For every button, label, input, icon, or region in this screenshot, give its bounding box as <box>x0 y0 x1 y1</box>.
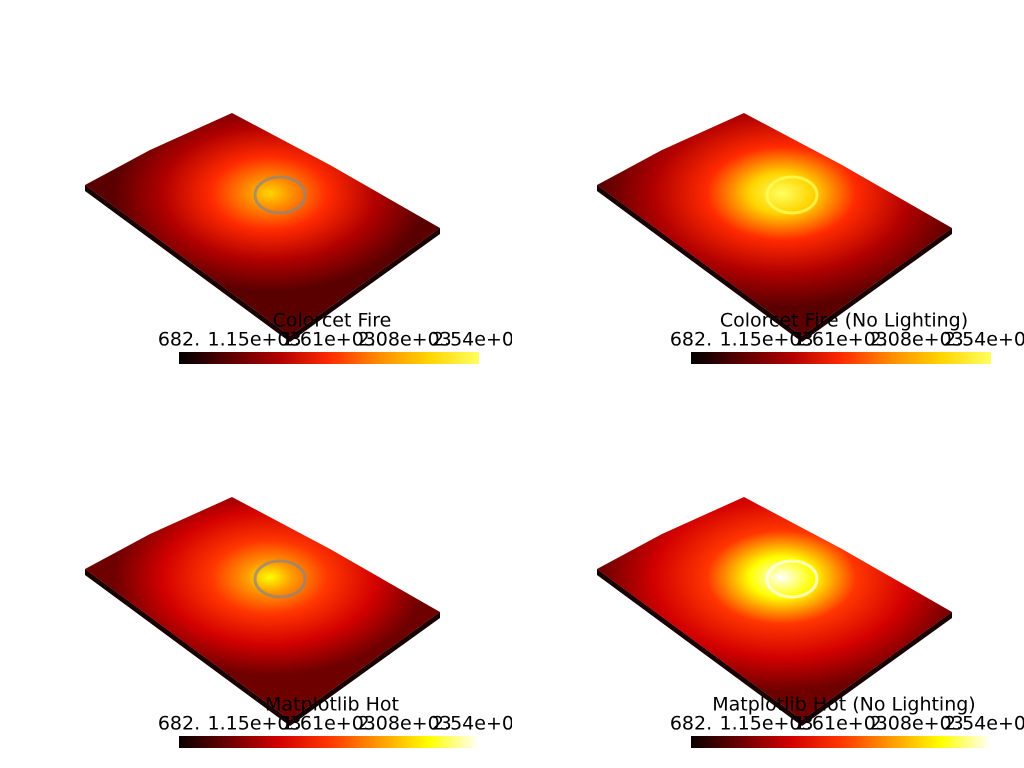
colorbar-tick-label: 1.15e+03 <box>208 713 302 735</box>
colorbar-tick-label: 682. <box>670 713 712 735</box>
colorbar-tick-label: 1.61e+03 <box>794 329 888 351</box>
colorbar-tick-label: 1.61e+03 <box>282 713 376 735</box>
colorbar-tick-label: 2.08e+03 <box>358 713 452 735</box>
subplot-title: Matplotlib Hot <box>265 694 399 716</box>
colorbar <box>691 352 991 364</box>
subplot-title: Colorcet Fire <box>273 310 392 332</box>
colorbar-tick-label: 1.15e+03 <box>720 329 814 351</box>
crater <box>253 559 307 599</box>
crater <box>765 559 819 599</box>
subplot: Matplotlib Hot 682. 1.15e+031.61e+032.08e+… <box>85 497 512 748</box>
subplot-title: Colorcet Fire (No Lighting) <box>720 310 968 332</box>
colorbar-tick-label: 1.15e+03 <box>720 713 814 735</box>
subplot: Colorcet Fire 682. 1.15e+031.61e+032.08e+0… <box>85 113 512 364</box>
colorbar-tick-label: 1.61e+03 <box>282 329 376 351</box>
colorbar <box>179 352 479 364</box>
colorbar-tick-label: 2.08e+03 <box>870 329 964 351</box>
crater <box>253 175 307 215</box>
colorbar-tick-label: 2.08e+03 <box>870 713 964 735</box>
colorbar-tick-label: 2.54e+03 <box>432 713 512 735</box>
terrain-surface <box>85 113 440 336</box>
terrain-surface <box>597 113 952 336</box>
colorbar-tick-label: 1.15e+03 <box>208 329 302 351</box>
colorbar-tick-label: 682. <box>670 329 712 351</box>
terrain-surface <box>85 497 440 720</box>
colorbar-tick-label: 1.61e+03 <box>794 713 888 735</box>
colorbar <box>179 736 479 748</box>
colorbar-tick-label: 2.54e+03 <box>944 713 1024 735</box>
subplot: Colorcet Fire (No Lighting) 682. 1.15e+031… <box>597 113 1024 364</box>
crater <box>765 175 819 215</box>
colorbar-tick-label: 2.54e+03 <box>944 329 1024 351</box>
subplot: Matplotlib Hot (No Lighting)682. 1.15e+03… <box>597 497 1024 748</box>
subplot-title: Matplotlib Hot (No Lighting) <box>712 694 975 716</box>
colorbar <box>691 736 991 748</box>
terrain-surface <box>597 497 952 720</box>
colorbar-tick-label: 2.08e+03 <box>358 329 452 351</box>
colorbar-tick-label: 2.54e+03 <box>432 329 512 351</box>
colorbar-tick-label: 682. <box>158 713 200 735</box>
colorbar-tick-label: 682. <box>158 329 200 351</box>
